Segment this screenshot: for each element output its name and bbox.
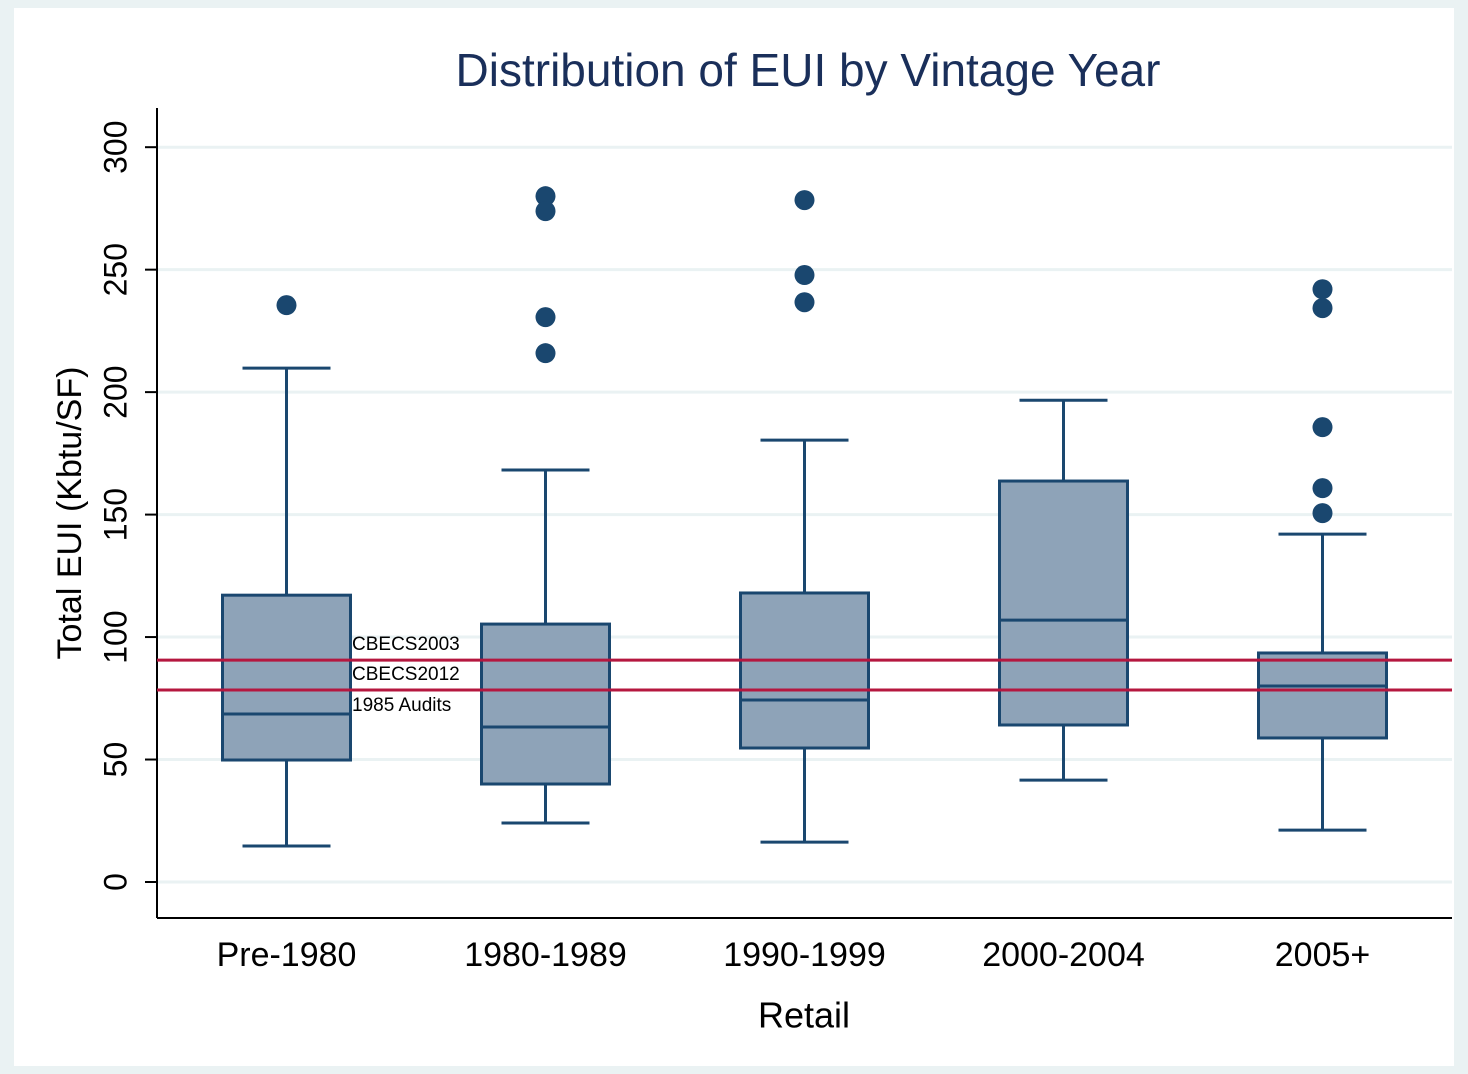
outlier bbox=[794, 190, 815, 211]
box bbox=[480, 622, 611, 786]
y-tick-label: 50 bbox=[97, 742, 133, 778]
y-axis-title: Total EUI (Kbtu/SF) bbox=[51, 367, 89, 660]
x-tick-label: 1990-1999 bbox=[723, 936, 886, 974]
box bbox=[998, 479, 1129, 727]
outlier bbox=[1312, 503, 1333, 524]
box bbox=[739, 591, 870, 750]
x-tick-label: 1980-1989 bbox=[464, 936, 627, 974]
x-tick-label: 2000-2004 bbox=[982, 936, 1145, 974]
reference-label: CBECS2003 bbox=[352, 634, 460, 655]
y-tick-label: 200 bbox=[97, 365, 133, 418]
outlier bbox=[1312, 298, 1333, 319]
reference-label: CBECS2012 bbox=[352, 664, 460, 685]
box bbox=[221, 593, 352, 762]
y-tick-label: 300 bbox=[97, 120, 133, 173]
x-tick-label: 2005+ bbox=[1275, 936, 1371, 974]
outlier bbox=[1312, 279, 1333, 300]
outlier bbox=[535, 201, 556, 222]
outlier bbox=[794, 265, 815, 286]
outlier bbox=[1312, 417, 1333, 438]
box bbox=[1257, 651, 1388, 740]
y-tick-label: 0 bbox=[97, 873, 133, 891]
outlier bbox=[535, 307, 556, 328]
y-tick-label: 100 bbox=[97, 610, 133, 663]
y-tick-label: 250 bbox=[97, 243, 133, 296]
outlier bbox=[1312, 478, 1333, 499]
reference-label: 1985 Audits bbox=[352, 695, 451, 716]
y-tick-label: 150 bbox=[97, 488, 133, 541]
outlier bbox=[794, 292, 815, 313]
outlier bbox=[276, 295, 297, 316]
chart-title: Distribution of EUI by Vintage Year bbox=[456, 44, 1161, 96]
outlier bbox=[535, 343, 556, 364]
outlier bbox=[535, 186, 556, 207]
x-tick-label: Pre-1980 bbox=[217, 936, 357, 974]
x-axis-title: Retail bbox=[758, 995, 850, 1036]
